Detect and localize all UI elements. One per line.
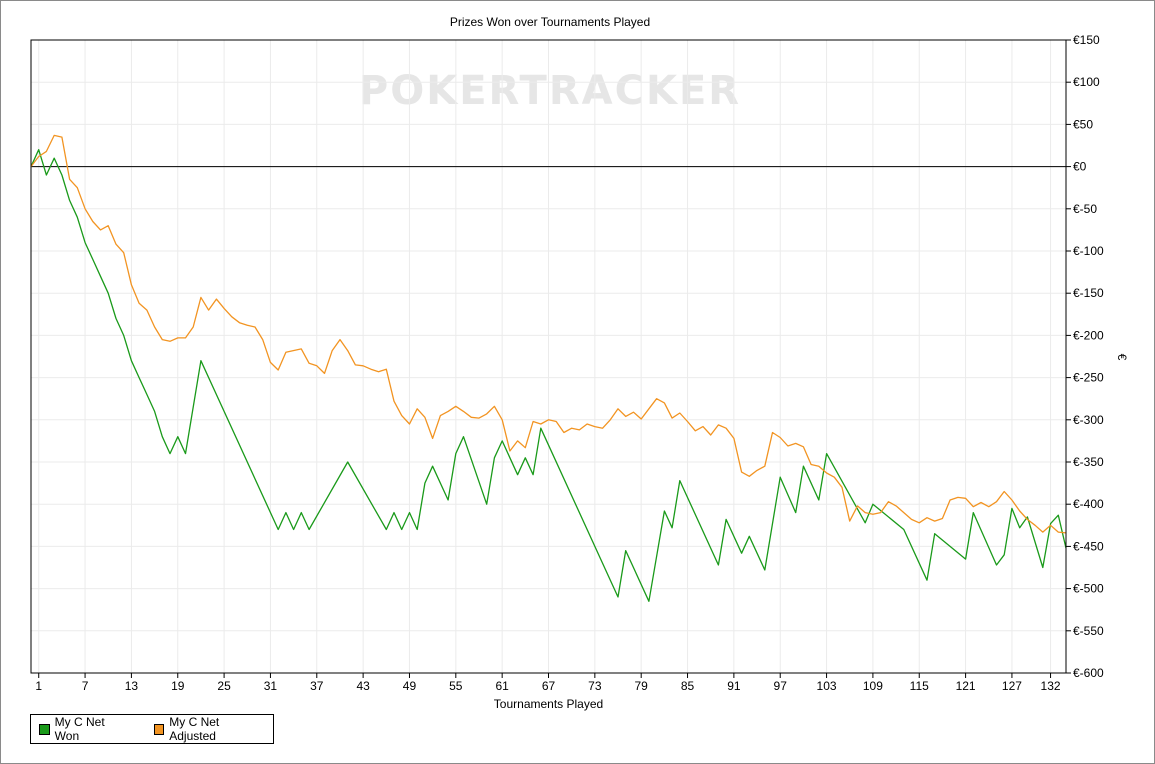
x-tick-label: 7	[82, 679, 89, 693]
y-tick-label: €50	[1073, 117, 1093, 131]
y-tick-label: €-450	[1073, 539, 1104, 553]
x-tick-label: 85	[681, 679, 695, 693]
legend-label-net-adjusted: My C Net Adjusted	[169, 715, 220, 743]
x-tick-label: 49	[403, 679, 417, 693]
x-tick-label: 1	[35, 679, 42, 693]
legend-swatch-net-adjusted	[153, 723, 165, 735]
x-tick-label: 31	[264, 679, 278, 693]
x-tick-label: 55	[449, 679, 463, 693]
x-axis-title: Tournaments Played	[494, 697, 603, 711]
y-tick-label: €150	[1073, 33, 1100, 47]
x-tick-label: 73	[588, 679, 602, 693]
y-tick-label: €0	[1073, 160, 1087, 174]
chart-legend: My C Net Won My C Net Adjusted	[30, 714, 274, 744]
legend-label-net-won: My C Net Won	[54, 715, 105, 743]
y-tick-label: €-200	[1073, 328, 1104, 342]
x-tick-label: 61	[495, 679, 509, 693]
y-tick-label: €-550	[1073, 624, 1104, 638]
y-tick-label: €-300	[1073, 413, 1104, 427]
legend-item-net-won: My C Net Won	[39, 715, 130, 743]
x-tick-label: 103	[817, 679, 837, 693]
x-tick-label: 109	[863, 679, 883, 693]
x-tick-label: 37	[310, 679, 324, 693]
y-tick-label: €-250	[1073, 371, 1104, 385]
x-tick-label: 127	[1002, 679, 1022, 693]
series-line-net-adjusted	[30, 134, 1067, 534]
x-tick-label: 67	[542, 679, 556, 693]
legend-swatch-net-won	[39, 723, 50, 735]
x-tick-label: 13	[125, 679, 139, 693]
y-tick-label: €-150	[1073, 286, 1104, 300]
x-tick-label: 25	[217, 679, 231, 693]
series-line-net-won	[30, 149, 1067, 602]
legend-item-net-adjusted: My C Net Adjusted	[153, 715, 265, 743]
x-tick-label: 132	[1041, 679, 1061, 693]
x-tick-label: 97	[774, 679, 788, 693]
y-tick-label: €-400	[1073, 497, 1104, 511]
x-tick-label: 79	[635, 679, 649, 693]
y-tick-label: €-100	[1073, 244, 1104, 258]
watermark-logo: POKERTRACKER	[359, 68, 741, 114]
y-tick-label: €100	[1073, 75, 1100, 89]
x-tick-label: 121	[956, 679, 976, 693]
y-tick-label: €-50	[1073, 202, 1097, 216]
y-axis-title: €	[1115, 354, 1129, 361]
chart-title: Prizes Won over Tournaments Played	[449, 15, 651, 29]
y-tick-label: €-500	[1073, 582, 1104, 596]
x-tick-label: 43	[356, 679, 370, 693]
x-tick-label: 19	[171, 679, 185, 693]
y-tick-label: €-350	[1073, 455, 1104, 469]
x-tick-label: 115	[910, 679, 929, 693]
y-tick-label: €-600	[1073, 666, 1104, 680]
x-tick-label: 91	[727, 679, 741, 693]
